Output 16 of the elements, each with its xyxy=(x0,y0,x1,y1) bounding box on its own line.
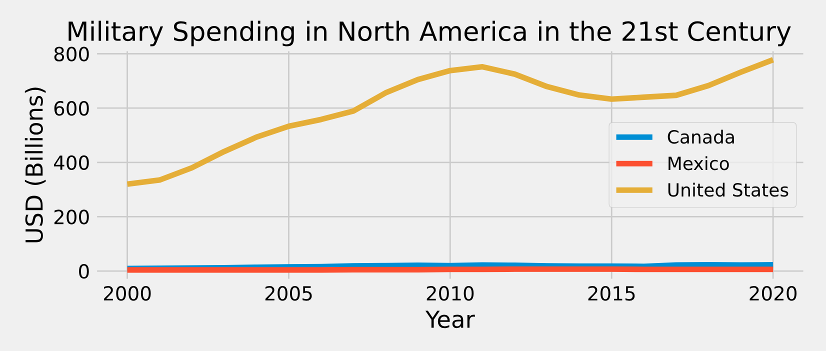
x-tick-label: 2020 xyxy=(750,286,797,301)
y-tick-label: 0 xyxy=(79,264,89,279)
x-tick-label: 2005 xyxy=(265,286,312,301)
x-axis-title: Year xyxy=(425,310,475,328)
legend-label: United States xyxy=(668,182,788,197)
y-tick-label: 800 xyxy=(54,46,89,62)
y-tick-label: 200 xyxy=(54,210,89,224)
legend-label: Mexico xyxy=(668,156,729,170)
x-tick-label: 2010 xyxy=(426,286,474,301)
legend-label: Canada xyxy=(668,130,734,144)
y-tick-label: 400 xyxy=(54,155,89,170)
y-axis-title: USD (Billions) xyxy=(24,88,46,242)
y-tick-label: 600 xyxy=(54,101,89,116)
x-tick-label: 2000 xyxy=(104,286,151,301)
chart-title: Military Spending in North America in the 21st Century xyxy=(68,20,791,46)
x-tick-label: 2015 xyxy=(588,286,635,301)
